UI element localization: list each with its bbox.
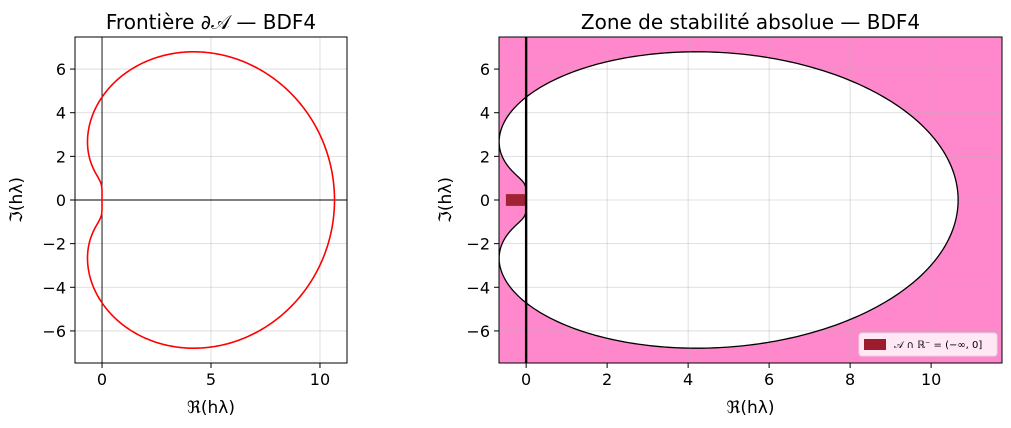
chart-title: Zone de stabilité absolue — BDF4 <box>581 10 920 34</box>
y-tick-label: 0 <box>56 191 66 210</box>
x-tick-label: 6 <box>764 370 774 389</box>
x-tick-label: 10 <box>921 370 941 389</box>
y-tick-label: 4 <box>56 104 66 123</box>
x-axis-label: ℜ(hλ) <box>727 398 775 418</box>
y-tick-label: −2 <box>466 235 490 254</box>
legend-label: 𝒜 ∩ ℝ⁻ = (−∞, 0] <box>894 340 982 351</box>
plot-area <box>75 37 347 363</box>
legend: 𝒜 ∩ ℝ⁻ = (−∞, 0] <box>858 332 998 357</box>
y-tick-label: 6 <box>56 60 66 79</box>
y-tick-label: 4 <box>480 104 490 123</box>
negative-real-axis-highlight <box>505 194 527 206</box>
y-tick-label: −4 <box>466 278 490 297</box>
chart-title: Frontière ∂𝒜 — BDF4 <box>106 10 316 34</box>
x-tick-label: 5 <box>206 370 216 389</box>
boundary-curve <box>499 51 959 349</box>
x-tick-label: 10 <box>310 370 330 389</box>
x-tick-label: 0 <box>521 370 531 389</box>
plot-2: 0 2 4 6 8 10 −6 −4 −2 0 2 4 6 Zone de stabilité absol… <box>436 10 1003 418</box>
y-tick-label: 2 <box>56 147 66 166</box>
x-tick-label: 2 <box>602 370 612 389</box>
y-tick-label: 6 <box>480 60 490 79</box>
boundary-curve <box>86 50 336 350</box>
x-tick-label: 4 <box>683 370 693 389</box>
legend-box <box>858 332 998 357</box>
x-axis-label: ℜ(hλ) <box>187 398 235 418</box>
y-axis-label: ℑ(hλ) <box>7 177 27 223</box>
y-tick-label: −4 <box>42 278 66 297</box>
legend-swatch <box>864 339 886 350</box>
plot-1: 0 5 10 −6 −4 −2 0 2 4 6 Frontière ∂𝒜 — BDF4 ℜ(hλ) ℑ(… <box>7 10 348 418</box>
y-axis-label: ℑ(hλ) <box>436 177 456 223</box>
plot-area <box>499 37 1002 363</box>
y-tick-label: 0 <box>480 191 490 210</box>
y-tick-label: −6 <box>42 322 66 341</box>
y-tick-label: −2 <box>42 235 66 254</box>
y-tick-label: 2 <box>480 147 490 166</box>
x-tick-label: 0 <box>97 370 107 389</box>
y-tick-label: −6 <box>466 322 490 341</box>
x-tick-label: 8 <box>845 370 855 389</box>
